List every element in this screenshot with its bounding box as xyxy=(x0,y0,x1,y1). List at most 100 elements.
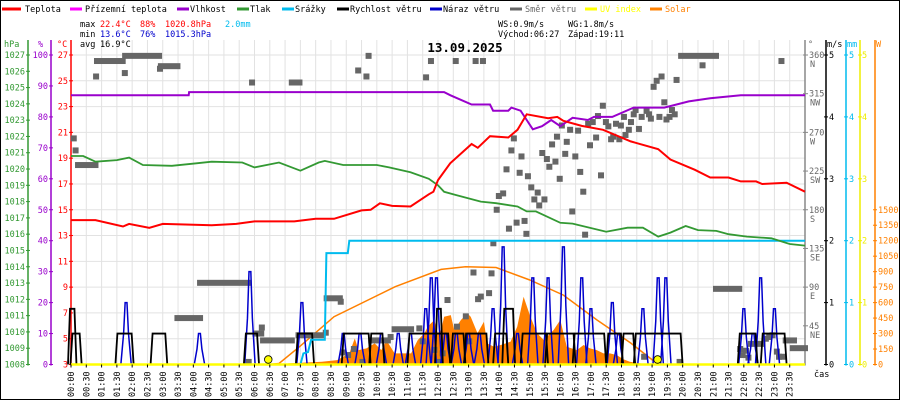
legend-label: Přízemní teplota xyxy=(85,5,167,15)
wind-direction-point xyxy=(528,184,535,191)
deg-axis-compass-label: S xyxy=(810,215,815,225)
wind-direction-point xyxy=(500,190,507,197)
hpa-axis-tick-label: 1011 xyxy=(5,312,25,322)
deg-axis-compass-label: E xyxy=(810,292,815,302)
hpa-axis-tick-label: 1017 xyxy=(5,214,25,224)
wind-direction-point xyxy=(466,338,473,345)
wind-direction-point xyxy=(658,73,665,80)
wind-direction-point xyxy=(778,58,785,65)
wind-gust-peak xyxy=(430,277,443,365)
wind-direction-point xyxy=(622,131,629,138)
wind-direction-point xyxy=(602,119,609,126)
x-tick-label: 20:30 xyxy=(694,371,704,397)
wind-direction-point xyxy=(643,107,650,114)
wind-direction-point xyxy=(121,70,128,77)
x-tick-label: 04:00 xyxy=(189,371,199,397)
wind-direction-point xyxy=(488,270,495,277)
ms-axis-tick-label: 5 xyxy=(829,51,834,61)
hpa-axis-tick-label: 1014 xyxy=(5,263,25,273)
x-tick-label: 15:00 xyxy=(526,371,536,397)
hpa-axis-tick-label: 1024 xyxy=(5,100,25,110)
wind-direction-point xyxy=(337,298,344,305)
wind-direction-point xyxy=(572,153,579,160)
uv-axis-tick-label: 5 xyxy=(862,51,867,61)
stat-min-press: 1015.3hPa xyxy=(165,30,211,40)
pct-axis-tick-label: 30 xyxy=(38,268,48,278)
wind-gust-peak xyxy=(636,308,649,365)
wind-speed-pulse xyxy=(294,332,315,365)
hpa-axis-tick-label: 1016 xyxy=(5,230,25,240)
legend-label: Rychlost větru xyxy=(350,5,422,15)
w-axis-tick-label: 0 xyxy=(878,361,883,371)
wind-direction-point xyxy=(630,111,637,118)
x-tick-label: 04:30 xyxy=(205,371,215,397)
wind-direction-point xyxy=(472,58,479,65)
wind-gust-peak xyxy=(419,308,432,365)
wind-direction-point xyxy=(493,206,500,213)
x-tick-label: 23:00 xyxy=(770,371,780,397)
x-tick-label: 14:00 xyxy=(495,371,505,397)
wind-direction-point xyxy=(549,141,556,148)
wind-direction-point xyxy=(610,133,617,140)
ms-axis-tick-label: 1 xyxy=(829,299,834,309)
wind-direction-point xyxy=(773,348,780,355)
wind-direction-point xyxy=(616,136,623,143)
ms-axis-tick-label: 0 xyxy=(829,361,834,371)
wind-direction-point xyxy=(363,73,370,80)
wind-direction-point xyxy=(632,107,639,114)
degc-axis-tick-label: 25 xyxy=(58,77,68,87)
x-tick-label: 07:30 xyxy=(296,371,306,397)
degc-axis-tick-label: 5 xyxy=(63,335,68,345)
hpa-axis-tick-label: 1021 xyxy=(5,149,25,159)
deg-axis-compass-label: SW xyxy=(810,176,821,186)
wind-speed-pulse xyxy=(736,332,759,365)
deg-axis-compass-label: NW xyxy=(810,99,821,109)
degc-axis-tick-label: 11 xyxy=(58,257,68,267)
x-tick-label: 14:30 xyxy=(510,371,520,397)
pct-axis-tick-label: 0 xyxy=(43,361,48,371)
mm-axis-tick-label: 1 xyxy=(849,299,854,309)
legend-label: Srážky xyxy=(295,5,326,15)
wind-direction-point xyxy=(531,196,538,203)
wind-direction-point xyxy=(589,119,596,126)
deg-axis-tick-label: 270 xyxy=(809,128,824,138)
x-tick-label: 03:30 xyxy=(174,371,184,397)
stat-min-hum: 76% xyxy=(140,30,155,40)
x-tick-label: 16:30 xyxy=(572,371,582,397)
wind-direction-point xyxy=(345,352,352,359)
wind-direction-run xyxy=(93,58,126,65)
x-tick-label: 23:30 xyxy=(786,371,796,397)
uv-axis-tick-label: 0 xyxy=(862,361,867,371)
wind-direction-point xyxy=(93,73,100,80)
x-tick-label: 13:30 xyxy=(480,371,490,397)
wind-direction-point xyxy=(562,150,569,157)
wind-direction-point xyxy=(249,79,256,86)
legend-label: Vlhkost xyxy=(190,5,226,15)
pct-axis-tick-label: 60 xyxy=(38,175,48,185)
wind-direction-run xyxy=(174,315,204,322)
x-tick-label: 11:00 xyxy=(403,371,413,397)
degc-axis-tick-label: 3 xyxy=(63,361,68,371)
deg-axis-tick-label: 225 xyxy=(809,167,824,177)
wind-direction-point xyxy=(625,126,632,133)
x-tick-label: 15:30 xyxy=(541,371,551,397)
wind-speed-pulse xyxy=(368,332,386,365)
deg-axis-tick-label: 315 xyxy=(809,90,824,100)
degc-axis-tick-label: 23 xyxy=(58,103,68,113)
wind-direction-point xyxy=(653,77,660,84)
wind-direction-point xyxy=(742,347,749,354)
legend-label: Tlak xyxy=(250,5,270,15)
mm-axis-tick-label: 5 xyxy=(849,51,854,61)
wind-direction-point xyxy=(444,297,451,304)
wind-gust-peak xyxy=(392,332,405,365)
deg-axis-compass-label: SE xyxy=(810,253,820,263)
x-tick-label: 00:30 xyxy=(82,371,92,397)
x-tick-label: 07:00 xyxy=(281,371,291,397)
wind-direction-point xyxy=(518,153,525,160)
wind-direction-point xyxy=(513,219,520,226)
mm-axis-tick-label: 0 xyxy=(849,361,854,371)
stat-sunrise: Východ:06:27 xyxy=(498,30,559,40)
wind-direction-point xyxy=(699,62,706,69)
x-axis-labels: 00:00 00:30 01:00 01:30 02:00 02:30 03:00 03:30… xyxy=(67,364,796,397)
wind-gust-peak xyxy=(295,301,308,365)
